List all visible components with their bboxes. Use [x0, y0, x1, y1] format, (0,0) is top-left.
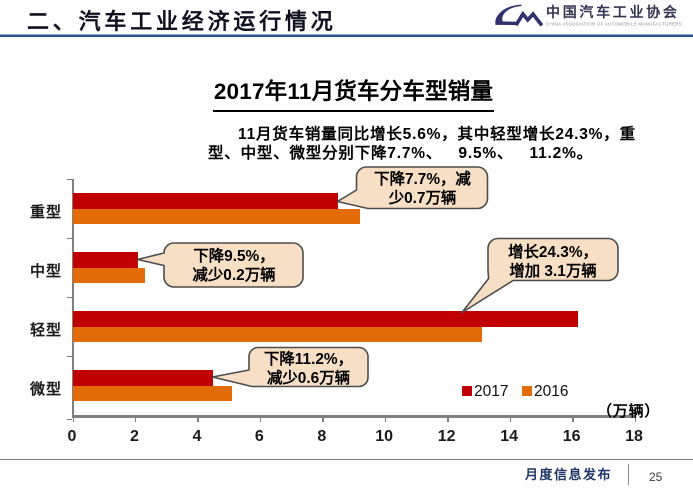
svg-text:CHINA ASSOCIATION OF AUTOMOBIL: CHINA ASSOCIATION OF AUTOMOBILE MANUFACT…	[546, 22, 682, 27]
svg-text:中国汽车工业协会: 中国汽车工业协会	[546, 4, 680, 20]
